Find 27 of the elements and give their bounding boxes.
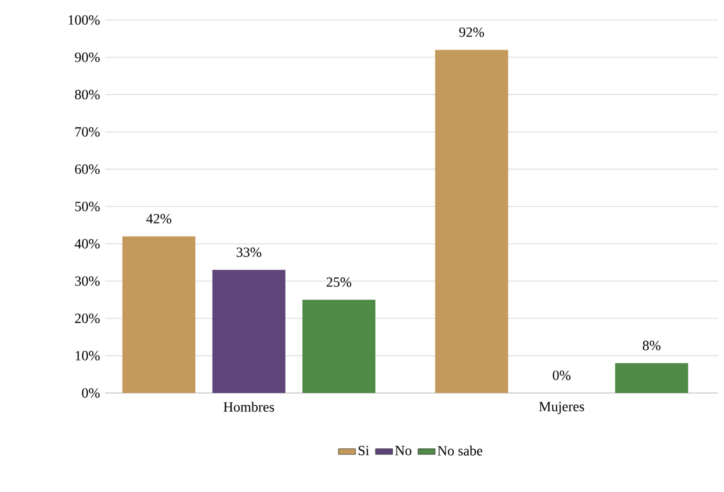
bar [435, 50, 508, 393]
y-tick-label: 0% [82, 388, 100, 398]
y-tick-label: 50% [75, 202, 100, 212]
data-label: 0% [552, 370, 570, 380]
bar [302, 300, 376, 393]
bar [615, 363, 688, 393]
y-tick-label: 60% [75, 164, 100, 174]
legend-label: No [395, 446, 412, 456]
data-label: 25% [326, 277, 352, 287]
legend-label: Si [358, 446, 370, 456]
y-tick-label: 90% [74, 52, 100, 62]
legend-label: No sabe [438, 446, 482, 456]
y-tick-label: 40% [74, 239, 100, 249]
y-tick-label: 10% [76, 350, 100, 360]
data-label: 92% [459, 27, 484, 37]
y-tick-label: 100% [68, 15, 100, 25]
y-tick-label: 20% [75, 314, 100, 324]
data-label: 42% [146, 214, 172, 224]
data-label: 33% [236, 248, 262, 258]
x-tick-label: Hombres [224, 402, 274, 412]
bar [122, 236, 196, 393]
y-tick-label: 30% [75, 276, 100, 286]
data-label: 8% [642, 340, 660, 350]
bar [212, 270, 286, 393]
y-tick-label: 80% [75, 90, 100, 100]
y-tick-label: 70% [75, 127, 100, 137]
x-tick-label: Mujeres [539, 402, 584, 414]
